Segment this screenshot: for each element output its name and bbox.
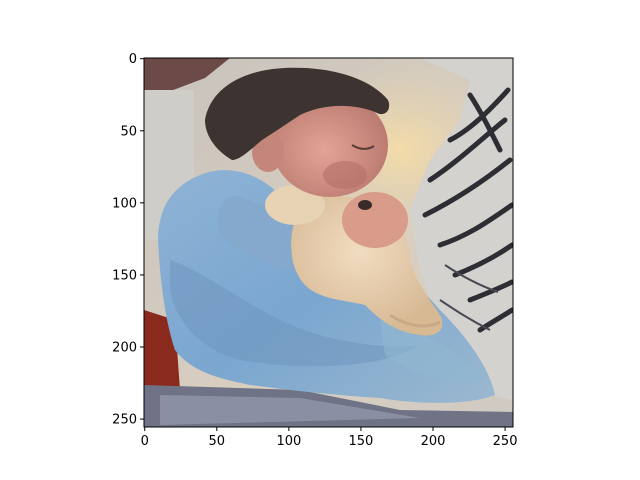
y-tick-label: 200 xyxy=(112,341,137,356)
y-tick-label: 0 xyxy=(129,52,137,67)
y-tick-label: 100 xyxy=(112,196,137,211)
x-tick-label: 0 xyxy=(141,434,149,449)
photo-image xyxy=(144,58,513,427)
x-tick-label: 200 xyxy=(421,434,446,449)
x-tick-label: 150 xyxy=(349,434,374,449)
y-tick-label: 250 xyxy=(112,413,137,428)
x-tick-label: 250 xyxy=(493,434,518,449)
axes-frame xyxy=(143,57,514,428)
y-axis-ticks: 0 50 100 150 200 250 xyxy=(112,52,144,428)
x-axis-ticks: 0 50 100 150 200 250 xyxy=(141,427,518,449)
x-tick-label: 100 xyxy=(276,434,301,449)
x-tick-label: 50 xyxy=(209,434,226,449)
y-tick-label: 150 xyxy=(112,268,137,283)
y-tick-label: 50 xyxy=(120,124,137,139)
